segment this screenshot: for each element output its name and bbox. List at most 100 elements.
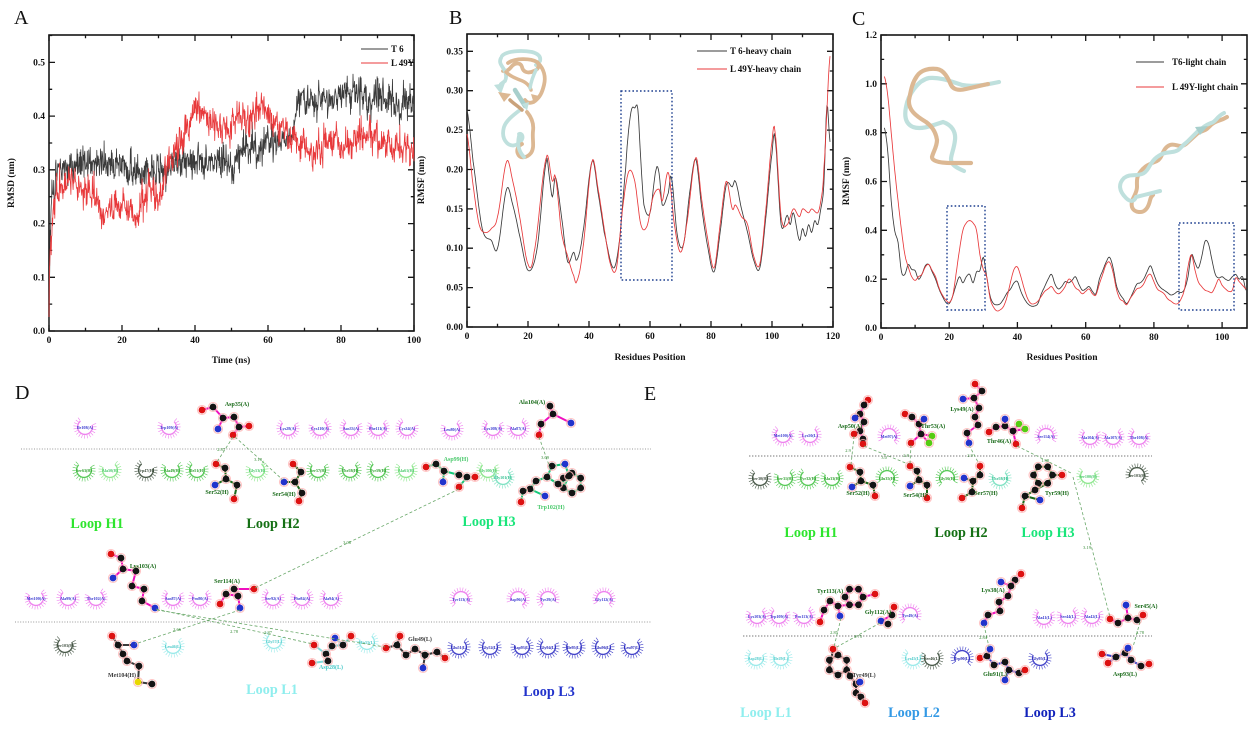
svg-text:Asp28(L): Asp28(L) [319, 664, 343, 671]
svg-text:Trp109(A): Trp109(A) [160, 425, 179, 430]
svg-text:Tyr32(H): Tyr32(H) [800, 476, 817, 481]
svg-text:Residues Position: Residues Position [1027, 353, 1099, 363]
svg-text:Ala104(A): Ala104(A) [519, 399, 545, 406]
svg-text:Ser57(H): Ser57(H) [310, 468, 327, 473]
svg-text:Ser45(A): Ser45(A) [1135, 603, 1158, 610]
svg-text:Asp99(H): Asp99(H) [444, 456, 469, 463]
svg-text:Ser54(H): Ser54(H) [903, 492, 926, 499]
svg-text:0.25: 0.25 [446, 126, 463, 136]
svg-text:2.8: 2.8 [903, 453, 909, 458]
svg-text:60: 60 [1081, 333, 1091, 343]
svg-text:0.6: 0.6 [865, 178, 877, 188]
svg-text:0.3: 0.3 [33, 166, 45, 176]
svg-text:Loop L1: Loop L1 [246, 682, 298, 698]
svg-text:Loop H2: Loop H2 [246, 516, 299, 532]
svg-text:Phe111(A): Phe111(A) [369, 426, 388, 431]
svg-text:0.00: 0.00 [446, 323, 463, 333]
svg-text:Gly52(L): Gly52(L) [482, 645, 499, 650]
svg-text:Cys34(A): Cys34(A) [399, 426, 416, 431]
svg-text:B: B [449, 7, 462, 29]
svg-text:Ile95(L): Ile95(L) [567, 645, 582, 650]
svg-text:60: 60 [263, 336, 273, 346]
svg-text:0: 0 [879, 333, 884, 343]
svg-text:Met97(A): Met97(A) [881, 434, 898, 439]
svg-text:Phe84(A): Phe84(A) [294, 596, 311, 601]
svg-text:Glu91(L): Glu91(L) [983, 671, 1007, 678]
svg-text:Tyr49(L): Tyr49(L) [852, 672, 875, 679]
svg-text:2.87: 2.87 [217, 447, 226, 452]
svg-text:Ser30(H): Ser30(H) [752, 476, 769, 481]
svg-text:Cys110(A): Cys110(A) [311, 426, 330, 431]
svg-text:1.0: 1.0 [865, 80, 877, 90]
svg-text:Loop L1: Loop L1 [740, 705, 792, 721]
svg-text:Ser52(H): Ser52(H) [205, 489, 228, 496]
svg-text:Ser46(L): Ser46(L) [924, 656, 940, 661]
svg-text:Gly112(A): Gly112(A) [865, 609, 891, 616]
svg-text:Gly100(H): Gly100(H) [479, 468, 498, 473]
svg-text:T 6-heavy chain: T 6-heavy chain [730, 46, 791, 56]
svg-text:Gly56(H): Gly56(H) [939, 476, 956, 481]
svg-text:2.87: 2.87 [264, 630, 273, 635]
svg-text:Lys103(A): Lys103(A) [748, 614, 767, 619]
svg-text:Ala94(A): Ala94(A) [323, 596, 340, 601]
svg-text:Glu49(L): Glu49(L) [408, 636, 432, 643]
svg-text:20: 20 [944, 333, 954, 343]
svg-text:Ser57(H): Ser57(H) [974, 490, 997, 497]
svg-text:Glu96(L): Glu96(L) [595, 645, 612, 650]
svg-text:Loop L2: Loop L2 [888, 705, 940, 721]
svg-text:Lys28(A): Lys28(A) [280, 426, 297, 431]
svg-text:0: 0 [47, 336, 52, 346]
svg-text:Loop H3: Loop H3 [462, 514, 515, 530]
svg-text:Leu46(L): Leu46(L) [165, 644, 182, 649]
svg-text:E: E [644, 383, 656, 405]
svg-text:Ala49(H): Ala49(H) [164, 468, 181, 473]
svg-text:Ser114(A): Ser114(A) [214, 578, 240, 585]
svg-text:Tyr113(A): Tyr113(A) [452, 597, 471, 602]
svg-text:RMSF (nm): RMSF (nm) [841, 157, 852, 205]
svg-text:0.20: 0.20 [446, 166, 463, 176]
svg-text:Asp93(L): Asp93(L) [514, 645, 531, 650]
svg-text:Lys103(A): Lys103(A) [130, 563, 156, 570]
svg-text:60: 60 [645, 332, 655, 342]
svg-text:Tyr59(H): Tyr59(H) [370, 468, 387, 473]
svg-text:2.85: 2.85 [830, 630, 839, 635]
svg-text:0.15: 0.15 [446, 205, 463, 215]
svg-text:Lys50(L): Lys50(L) [802, 433, 818, 438]
svg-text:His55(L): His55(L) [359, 640, 375, 645]
svg-text:Thr58(H): Thr58(H) [992, 476, 1009, 481]
svg-text:Time (ns): Time (ns) [212, 355, 251, 366]
svg-text:20: 20 [523, 332, 533, 342]
svg-text:Gly53(H): Gly53(H) [249, 468, 266, 473]
svg-text:Trp102(H): Trp102(H) [537, 504, 564, 511]
svg-text:Ala99(A): Ala99(A) [60, 596, 77, 601]
svg-text:RMSD (nm): RMSD (nm) [6, 158, 17, 208]
svg-text:0.0: 0.0 [33, 327, 45, 337]
svg-text:Ser114(A): Ser114(A) [1037, 434, 1055, 439]
svg-text:Ala33(H): Ala33(H) [824, 476, 841, 481]
svg-text:40: 40 [584, 332, 594, 342]
svg-text:L 49Y-light chain: L 49Y-light chain [1172, 82, 1238, 92]
svg-text:Ala50(H): Ala50(H) [102, 468, 119, 473]
svg-text:0.30: 0.30 [446, 87, 463, 97]
svg-text:Loop L3: Loop L3 [523, 684, 575, 700]
svg-text:Ile29(L): Ile29(L) [774, 656, 789, 661]
svg-text:0.2: 0.2 [865, 275, 877, 285]
svg-text:40: 40 [190, 336, 200, 346]
svg-text:Loop H2: Loop H2 [934, 525, 987, 541]
svg-text:0.8: 0.8 [865, 129, 877, 139]
svg-text:Ser44(L): Ser44(L) [1060, 614, 1076, 619]
svg-text:Asn33(A): Asn33(A) [343, 426, 360, 431]
svg-text:Gly94(L): Gly94(L) [540, 645, 557, 650]
svg-text:0: 0 [465, 332, 470, 342]
svg-text:Ser54(H): Ser54(H) [272, 491, 295, 498]
svg-text:1.2: 1.2 [865, 31, 877, 41]
svg-text:Leu80(A): Leu80(A) [444, 427, 461, 432]
svg-text:2.84: 2.84 [979, 635, 988, 640]
svg-text:Trp47(H): Trp47(H) [138, 468, 155, 473]
svg-text:0.10: 0.10 [446, 244, 463, 254]
svg-text:D: D [15, 382, 29, 404]
svg-text:Gly101(H): Gly101(H) [494, 475, 513, 480]
svg-text:Thr58(H): Thr58(H) [342, 468, 359, 473]
svg-text:Asp96(A): Asp96(A) [510, 597, 527, 602]
svg-text:Met104(H): Met104(H) [108, 672, 136, 679]
